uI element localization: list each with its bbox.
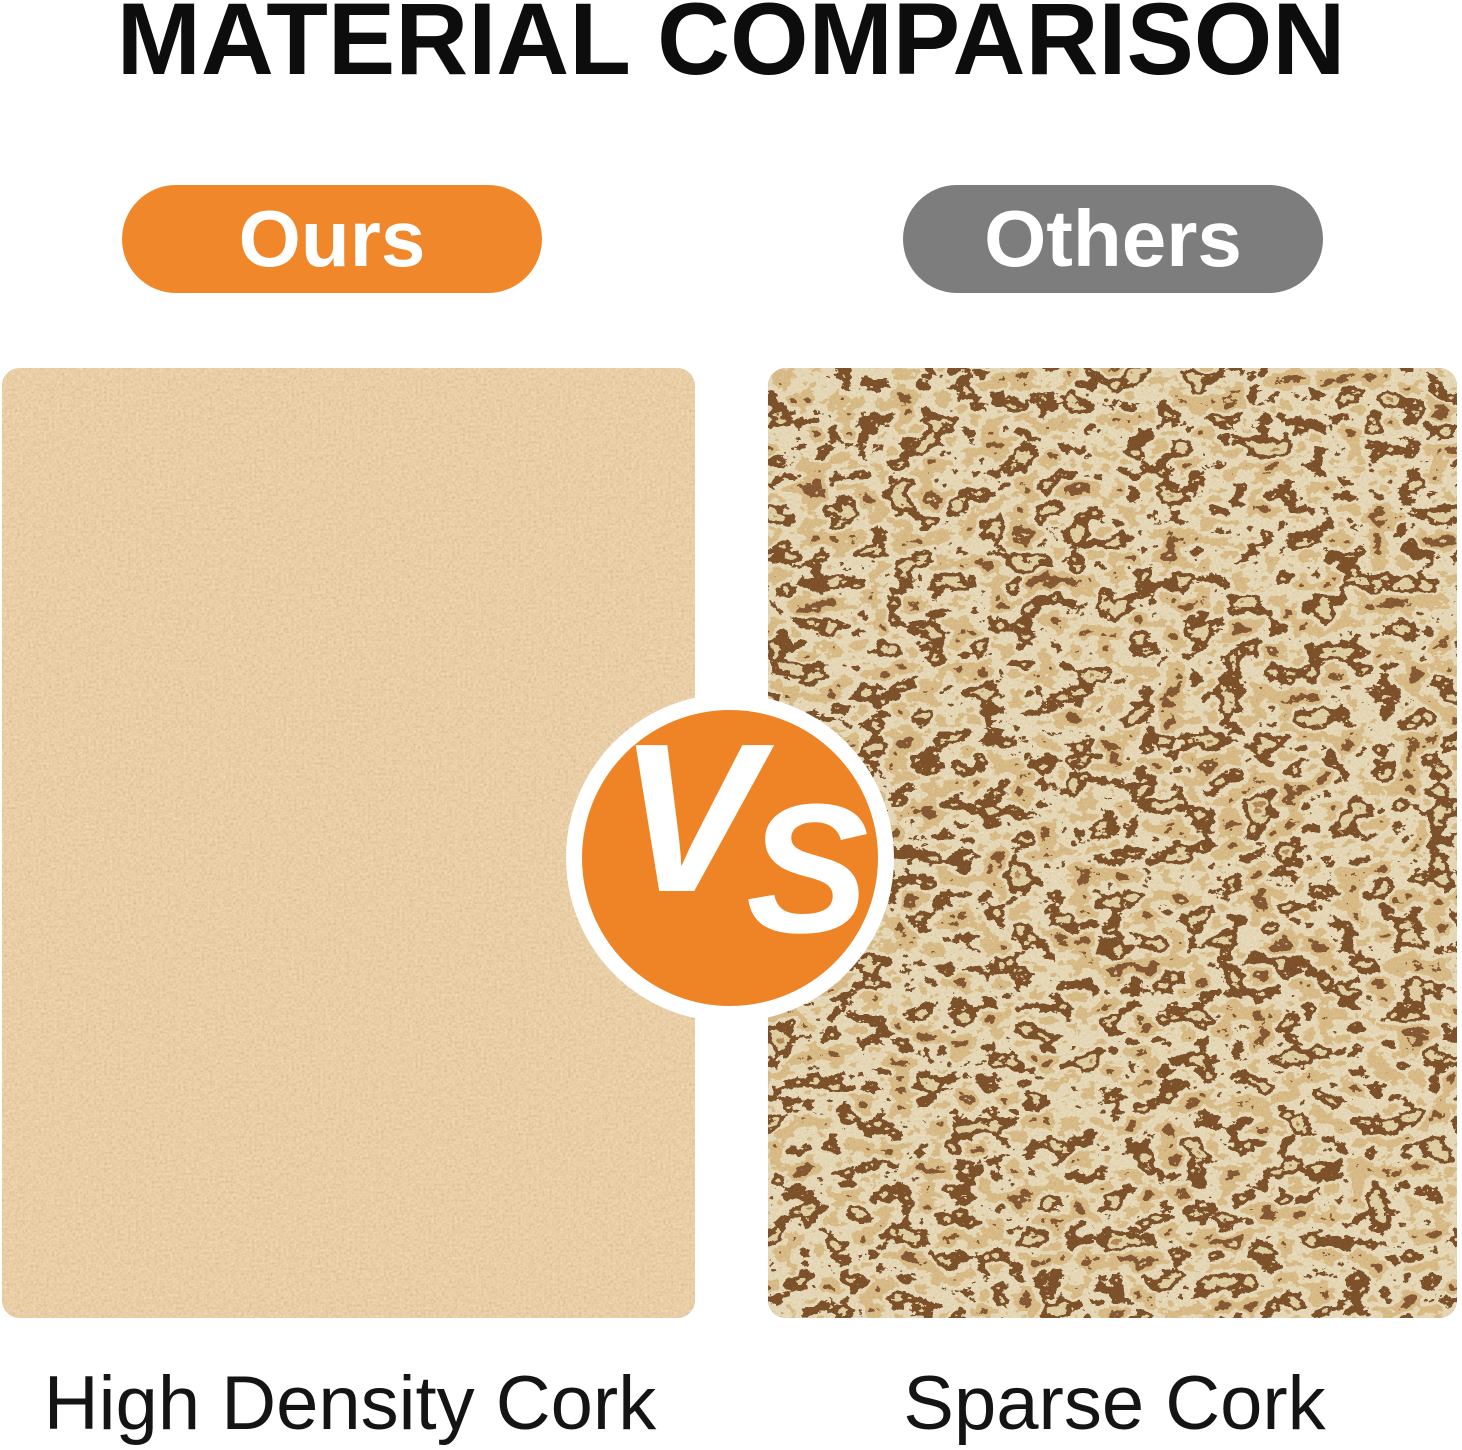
ours-badge: Ours	[122, 185, 542, 293]
vs-letter-s: S	[746, 765, 869, 971]
caption-high-density-cork: High Density Cork	[43, 1361, 657, 1446]
others-badge: Others	[903, 185, 1323, 293]
vs-badge: V S	[566, 694, 894, 1022]
vs-label: V S	[582, 710, 878, 1006]
ours-badge-label: Ours	[238, 194, 426, 283]
caption-sparse-cork: Sparse Cork	[903, 1361, 1326, 1446]
vs-letter-v: V	[618, 699, 760, 936]
page-title: MATERIAL COMPARISON	[116, 0, 1346, 96]
others-badge-label: Others	[984, 194, 1242, 283]
